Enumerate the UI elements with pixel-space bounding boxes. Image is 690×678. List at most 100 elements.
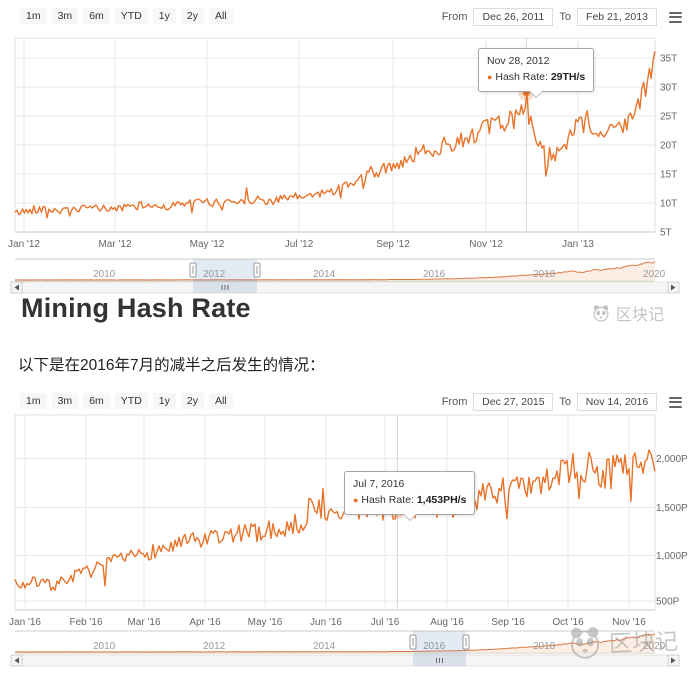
watermark-text: 区块记 xyxy=(615,307,664,324)
y-axis-label: 20T xyxy=(660,141,677,152)
x-axis-label: Oct '16 xyxy=(552,617,584,628)
navigator-year-label: 2014 xyxy=(313,269,336,280)
watermark-logo: 区块记 xyxy=(591,301,664,325)
range-button-1y[interactable]: 1y xyxy=(152,393,176,409)
tooltip-date: Jul 7, 2016 xyxy=(353,478,405,490)
range-selector: 1m 3m 6m YTD 1y 2y All xyxy=(20,8,233,24)
series-bullet-icon: ● xyxy=(487,72,493,83)
range-button-6m[interactable]: 6m xyxy=(83,393,110,409)
x-axis-label: Nov '12 xyxy=(469,239,503,250)
scrollbar-left-arrow-icon xyxy=(14,657,19,664)
x-axis-label: Sep '16 xyxy=(491,617,525,628)
range-button-2y[interactable]: 2y xyxy=(180,393,204,409)
navigator-year-label: 2016 xyxy=(423,641,446,652)
scrollbar-right-arrow-icon xyxy=(671,284,676,291)
series-bullet-icon: ● xyxy=(353,495,359,506)
to-label: To xyxy=(559,396,571,408)
scrollbar-track[interactable] xyxy=(21,654,669,667)
range-selector: 1m 3m 6m YTD 1y 2y All xyxy=(20,393,233,409)
navigator-year-label: 2020 xyxy=(643,269,666,280)
y-axis-label: 5T xyxy=(660,228,672,239)
tooltip-date: Nov 28, 2012 xyxy=(487,55,550,67)
y-axis-label: 500P xyxy=(656,597,680,608)
scrollbar-right-arrow-icon xyxy=(671,657,676,664)
range-button-3m[interactable]: 3m xyxy=(51,393,79,409)
navigator-year-label: 2010 xyxy=(93,641,116,652)
range-button-3m[interactable]: 3m xyxy=(51,8,79,24)
x-axis-label: Mar '12 xyxy=(98,239,131,250)
hashrate-chart-2016: 2,000P 1,500P 1,000P 500P Jan '16 Feb '16 Mar … xyxy=(0,385,690,678)
range-button-1y[interactable]: 1y xyxy=(152,8,176,24)
chart-menu-icon[interactable] xyxy=(669,11,682,23)
chart-canvas[interactable]: 2,000P 1,500P 1,000P 500P Jan '16 Feb '16 Mar … xyxy=(0,385,690,678)
range-selector-row: 1m 3m 6m YTD 1y 2y All From Dec 26, 2011 To Fe… xyxy=(0,8,690,28)
from-label: From xyxy=(441,11,468,23)
range-button-1m[interactable]: 1m xyxy=(20,393,47,409)
navigator-year-label: 2016 xyxy=(423,269,446,280)
y-axis-label: 2,000P xyxy=(656,454,688,465)
x-axis-label: Jan '16 xyxy=(9,617,41,628)
range-button-6m[interactable]: 6m xyxy=(83,8,110,24)
range-selector-row: 1m 3m 6m YTD 1y 2y All From Dec 27, 2015 To No… xyxy=(0,393,690,413)
chart-menu-icon[interactable] xyxy=(669,396,682,408)
y-axis-label: 25T xyxy=(660,112,677,123)
y-axis-label: 10T xyxy=(660,199,677,210)
y-axis-label: 30T xyxy=(660,83,677,94)
from-date-input[interactable]: Dec 26, 2011 xyxy=(473,8,554,26)
range-button-1m[interactable]: 1m xyxy=(20,8,47,24)
x-axis-label: Jul '12 xyxy=(285,239,314,250)
x-axis-label: Aug '16 xyxy=(430,617,464,628)
tooltip-value-line: ● Hash Rate: 1,453PH/s xyxy=(353,494,467,507)
to-date-input[interactable]: Nov 14, 2016 xyxy=(577,393,657,411)
navigator-year-label: 2010 xyxy=(93,269,116,280)
navigator-year-label: 2020 xyxy=(643,641,666,652)
date-range-controls: From Dec 26, 2011 To Feb 21, 2013 xyxy=(442,8,682,26)
navigator-series-line xyxy=(14,260,656,281)
navigator-year-label: 2018 xyxy=(533,269,556,280)
range-button-all[interactable]: All xyxy=(208,8,233,24)
page-title: Mining Hash Rate xyxy=(21,293,251,323)
to-date-input[interactable]: Feb 21, 2013 xyxy=(577,8,657,26)
navigator-year-label: 2012 xyxy=(203,269,226,280)
y-axis-label: 15T xyxy=(660,170,677,181)
tooltip: Jul 7, 2016 ● Hash Rate: 1,453PH/s xyxy=(344,471,476,521)
hash-rate-series-line xyxy=(14,51,656,219)
x-axis-label: May '12 xyxy=(190,239,225,250)
navigator-year-label: 2012 xyxy=(203,641,226,652)
range-button-2y[interactable]: 2y xyxy=(180,8,204,24)
scrollbar-left-arrow-icon xyxy=(14,284,19,291)
x-axis-label: Mar '16 xyxy=(127,617,160,628)
x-axis-label: Sep '12 xyxy=(376,239,410,250)
hash-rate-series-line xyxy=(14,449,656,591)
x-axis-label: Jul '16 xyxy=(371,617,400,628)
range-button-ytd[interactable]: YTD xyxy=(114,393,148,409)
from-label: From xyxy=(441,396,468,408)
chart-canvas[interactable]: 35T 30T 25T 20T 15T 10T 5T Jan '12 Mar '12 May '1… xyxy=(0,0,690,295)
x-axis-label: Jun '16 xyxy=(310,617,342,628)
tooltip-value-line: ● Hash Rate: 29TH/s xyxy=(487,71,586,84)
navigator-year-label: 2018 xyxy=(533,641,556,652)
x-axis-label: Jan '13 xyxy=(562,239,594,250)
range-button-all[interactable]: All xyxy=(208,393,233,409)
to-label: To xyxy=(559,11,571,23)
hashrate-chart-2012: 35T 30T 25T 20T 15T 10T 5T Jan '12 Mar '12 May '1… xyxy=(0,0,690,295)
range-button-ytd[interactable]: YTD xyxy=(114,8,148,24)
y-axis-label: 35T xyxy=(660,54,677,65)
x-axis-label: Jan '12 xyxy=(8,239,40,250)
navigator-series-line xyxy=(14,632,656,653)
date-range-controls: From Dec 27, 2015 To Nov 14, 2016 xyxy=(442,393,682,411)
from-date-input[interactable]: Dec 27, 2015 xyxy=(473,393,554,411)
paragraph: 以下是在2016年7月的减半之后发生的情况： xyxy=(18,357,325,374)
navigator-series-area xyxy=(15,261,655,280)
y-axis-label: 1,500P xyxy=(656,503,688,514)
x-axis-label: Nov '16 xyxy=(612,617,646,628)
x-axis-label: May '16 xyxy=(248,617,283,628)
x-axis-label: Apr '16 xyxy=(189,617,221,628)
panda-logo-icon xyxy=(593,305,609,322)
tooltip: Nov 28, 2012 ● Hash Rate: 29TH/s xyxy=(478,48,595,98)
y-axis-label: 1,000P xyxy=(656,551,688,562)
scrollbar-track[interactable] xyxy=(21,281,669,294)
x-axis-label: Feb '16 xyxy=(69,617,102,628)
navigator-year-label: 2014 xyxy=(313,641,336,652)
